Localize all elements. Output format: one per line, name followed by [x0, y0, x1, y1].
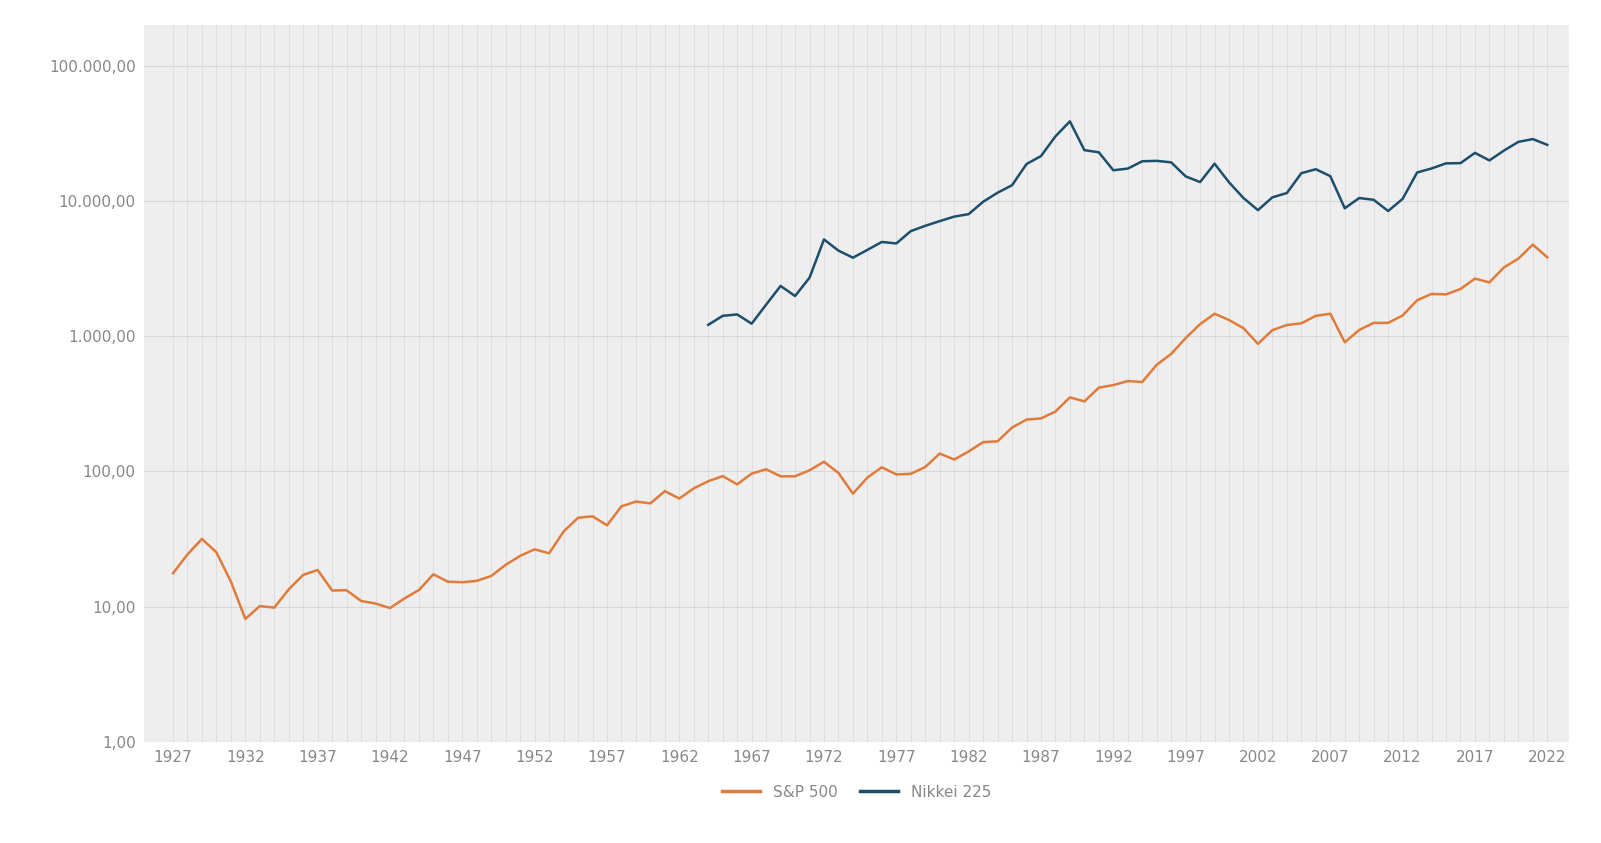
Legend: S&P 500, Nikkei 225: S&P 500, Nikkei 225: [716, 779, 997, 806]
